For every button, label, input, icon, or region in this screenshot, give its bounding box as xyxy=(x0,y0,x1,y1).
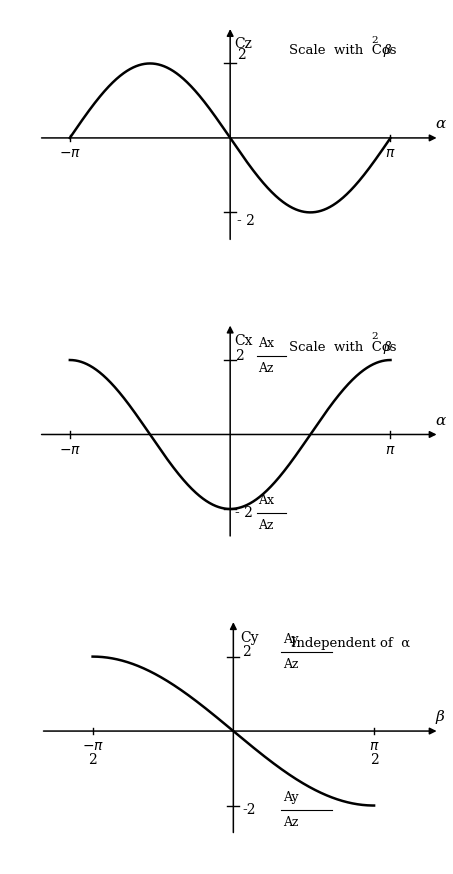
Text: $-\pi$: $-\pi$ xyxy=(59,146,81,160)
Text: Ax: Ax xyxy=(258,495,274,507)
Text: α: α xyxy=(435,117,445,131)
Text: Ay: Ay xyxy=(283,791,298,804)
Text: - 2: - 2 xyxy=(237,214,255,228)
Text: - 2: - 2 xyxy=(235,506,253,520)
Text: Cy: Cy xyxy=(241,630,259,644)
Text: $-\pi$: $-\pi$ xyxy=(59,443,81,457)
Text: $\pi$: $\pi$ xyxy=(385,443,396,457)
Text: Az: Az xyxy=(258,519,274,532)
Text: β: β xyxy=(435,711,444,725)
Text: Scale  with  Cos: Scale with Cos xyxy=(289,45,396,58)
Text: Az: Az xyxy=(258,362,274,375)
Text: -2: -2 xyxy=(242,803,256,817)
Text: $\pi$: $\pi$ xyxy=(369,739,379,753)
Text: Ay: Ay xyxy=(283,634,298,647)
Text: $\pi$: $\pi$ xyxy=(385,146,396,160)
Text: Ax: Ax xyxy=(258,336,274,350)
Text: 2: 2 xyxy=(370,753,378,767)
Text: β: β xyxy=(383,45,391,58)
Text: 2: 2 xyxy=(371,332,378,342)
Text: Cx: Cx xyxy=(234,334,253,348)
Text: Az: Az xyxy=(283,658,298,671)
Text: Az: Az xyxy=(283,815,298,829)
Text: 2: 2 xyxy=(371,36,378,45)
Text: α: α xyxy=(435,413,445,427)
Text: $-\pi$: $-\pi$ xyxy=(82,739,104,753)
Text: 2: 2 xyxy=(242,645,251,659)
Text: Scale  with  Cos: Scale with Cos xyxy=(289,341,396,354)
Text: 2: 2 xyxy=(235,349,244,363)
Text: 2: 2 xyxy=(237,47,246,61)
Text: β: β xyxy=(383,341,391,354)
Text: Independent of  α: Independent of α xyxy=(291,637,410,650)
Text: 2: 2 xyxy=(88,753,97,767)
Text: Cz: Cz xyxy=(234,38,252,52)
